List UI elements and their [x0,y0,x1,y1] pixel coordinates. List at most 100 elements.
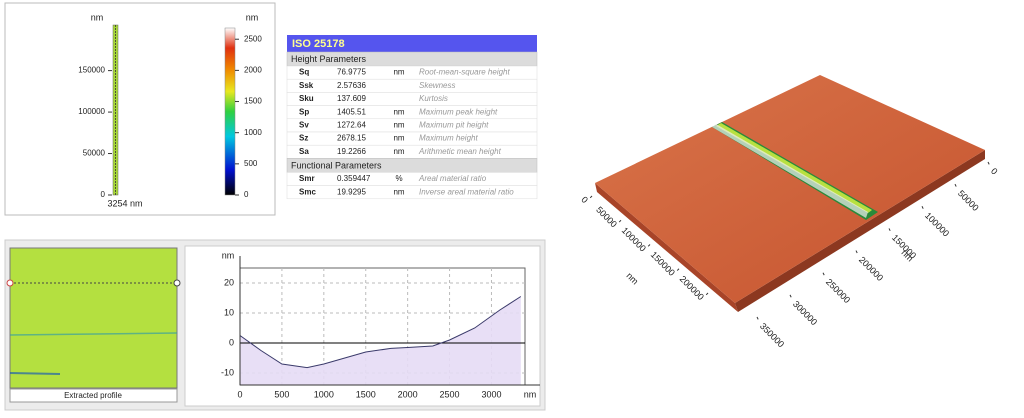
groove-rim [712,124,868,218]
axis-3d-tick-label: 350000 [758,321,786,349]
param-unit: nm [393,187,404,196]
profile-line [239,296,522,369]
param-description: Arithmetic mean height [418,147,502,156]
image-streak [9,372,61,375]
axis-3d-label: nm [624,271,640,287]
axis-3d-tick-label: 0 [989,166,1000,177]
topography-unit: nm [91,12,104,22]
tick-mark [589,195,593,199]
y-tick-label: 100000 [78,107,105,116]
tick-mark [756,316,759,320]
profile-image [9,247,178,389]
iso-table: ISO 25178 Height Parameters Sq 76.9775 nm Roo… [286,35,538,200]
profile-handle[interactable] [173,279,181,287]
scale-tick-label: 1000 [244,128,262,137]
tick-mark [676,268,680,271]
axis-3d-tick-label: 50000 [956,188,981,213]
table-title-bar [287,35,537,52]
param-name: Sq [299,68,309,77]
surface-side [735,150,985,312]
color-bar [224,27,236,196]
profile-chart: -10 0 10 20 0 500 1000 1500 2000 2500 3000 nm nm [221,250,540,399]
param-unit: nm [393,68,404,77]
param-value: 137.609 [337,94,366,103]
axis-3d-tick-label: 200000 [857,255,885,283]
y-tick-label: 0 [101,190,106,199]
y-tick-label: 150000 [78,66,105,75]
y-axis-label: nm [222,250,235,260]
tick-mark [855,250,858,254]
param-unit: nm [393,107,404,116]
table-row [286,105,538,120]
param-unit: nm [393,121,404,130]
view-3d [595,75,985,312]
param-value: 2678.15 [337,134,366,143]
scale-tick-label: 500 [244,159,258,168]
x-tick-label: 3000 [481,389,501,399]
profile-image-label: Extracted profile [64,391,122,400]
axis-3d-tick-label: 50000 [594,205,619,230]
tick-mark [888,228,891,232]
param-description: Root-mean-square height [419,68,510,77]
area-fill [240,296,521,385]
param-value: 19.9295 [337,187,366,196]
tick-mark [921,206,924,209]
tick-mark [618,219,622,223]
x-tick-label: 2000 [398,389,418,399]
x-axis-label: nm [524,389,537,399]
param-description: Maximum height [419,134,478,143]
tick-mark [987,161,990,165]
y-tick-label: -10 [221,367,234,377]
param-name: Sku [299,94,314,103]
axis-3d-tick-label: 250000 [824,277,852,305]
param-description: Maximum peak height [419,107,498,116]
param-name: Sv [299,121,309,130]
param-name: Sp [299,107,309,116]
param-unit: nm [393,147,404,156]
surface-top [595,75,985,303]
x-tick-label: 1500 [356,389,376,399]
image-streak [9,332,178,336]
param-unit: % [395,174,402,183]
table-row [286,118,538,133]
table-row [286,78,538,93]
param-description: Kurtosis [419,94,448,103]
table-row [286,172,538,186]
tick-mark [705,292,709,296]
param-name: Sz [299,134,308,143]
param-value: 19.2266 [337,147,366,156]
x-tick-label: 2500 [440,389,460,399]
tick-mark [822,272,825,276]
y-tick-label: 10 [224,307,234,317]
scale-tick-label: 1500 [244,97,262,106]
param-name: Smc [299,187,316,196]
param-value: 1272.64 [337,121,366,130]
param-description: Areal material ratio [418,174,487,183]
tick-mark [647,244,651,247]
table-row [286,185,538,200]
y-tick-label: 50000 [83,149,106,158]
table-title: ISO 25178 [292,38,345,50]
scale-tick-label: 2000 [244,65,262,74]
param-description: Maximum pit height [419,121,489,130]
scale-tick-label: 2500 [244,34,262,43]
tick-mark [789,294,792,298]
y-tick-label: 20 [224,277,234,287]
y-tick-label: 0 [229,337,234,347]
table-row [286,92,538,106]
section-title: Functional Parameters [291,160,382,170]
groove-edge [716,123,872,213]
x-tick-label: 1000 [314,389,334,399]
profile-handle[interactable] [6,279,14,287]
param-unit: nm [393,134,404,143]
tick-mark [954,183,957,187]
param-value: 2.57636 [337,81,366,90]
param-value: 76.9775 [337,68,366,77]
color-scale-unit: nm [246,12,259,22]
axis-3d-tick-label: 100000 [923,210,951,238]
param-description: Inverse areal material ratio [419,187,514,196]
table-row [286,131,538,146]
param-name: Sa [299,147,309,156]
axis-3d-tick-label: 300000 [791,299,819,327]
